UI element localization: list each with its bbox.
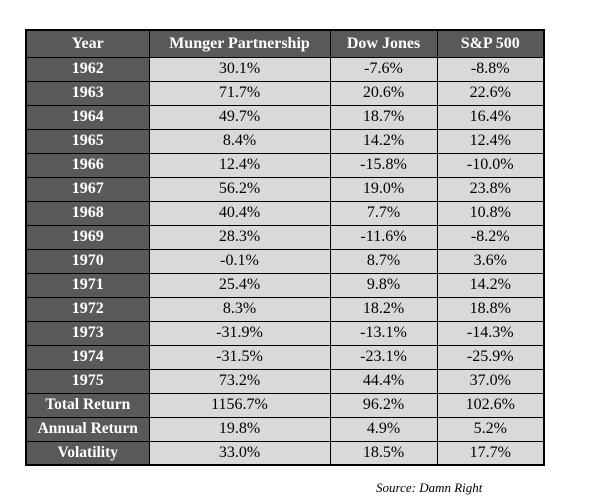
dow-cell: 19.0% [329, 176, 438, 202]
sp-cell: 22.6% [436, 80, 545, 106]
table-row: 1966 12.4% -15.8% -10.0% [25, 152, 545, 178]
table-row: 1974 -31.5% -23.1% -25.9% [25, 344, 545, 370]
munger-cell: 28.3% [148, 224, 331, 250]
sp-cell: 102.6% [436, 392, 545, 418]
munger-cell: 1156.7% [148, 392, 331, 418]
sp-cell: 16.4% [436, 104, 545, 130]
summary-row-total-return: Total Return 1156.7% 96.2% 102.6% [25, 392, 545, 418]
sp-cell: 5.2% [436, 416, 545, 442]
dow-cell: -7.6% [329, 56, 438, 82]
munger-cell: -31.5% [148, 344, 331, 370]
table-body: 1962 30.1% -7.6% -8.8% 1963 71.7% 20.6% … [25, 56, 545, 466]
munger-cell: 25.4% [148, 272, 331, 298]
table-row: 1973 -31.9% -13.1% -14.3% [25, 320, 545, 346]
table-row: 1969 28.3% -11.6% -8.2% [25, 224, 545, 250]
dow-cell: 44.4% [329, 368, 438, 394]
dow-cell: 4.9% [329, 416, 438, 442]
dow-cell: 96.2% [329, 392, 438, 418]
sp-cell: 14.2% [436, 272, 545, 298]
dow-cell: 20.6% [329, 80, 438, 106]
row-label: 1967 [25, 176, 150, 202]
row-label: 1965 [25, 128, 150, 154]
dow-cell: 18.7% [329, 104, 438, 130]
munger-cell: 19.8% [148, 416, 331, 442]
sp-cell: 23.8% [436, 176, 545, 202]
table-row: 1971 25.4% 9.8% 14.2% [25, 272, 545, 298]
dow-cell: 9.8% [329, 272, 438, 298]
sp-cell: 12.4% [436, 128, 545, 154]
table-row: 1965 8.4% 14.2% 12.4% [25, 128, 545, 154]
munger-cell: 56.2% [148, 176, 331, 202]
source-note: Source: Damn Right [376, 480, 483, 495]
munger-cell: 8.3% [148, 296, 331, 322]
munger-cell: 49.7% [148, 104, 331, 130]
row-label: Volatility [25, 440, 150, 466]
dow-cell: -23.1% [329, 344, 438, 370]
row-label: 1964 [25, 104, 150, 130]
dow-cell: 8.7% [329, 248, 438, 274]
row-label: 1973 [25, 320, 150, 346]
row-label: Annual Return [25, 416, 150, 442]
returns-table: Year Munger Partnership Dow Jones S&P 50… [25, 29, 545, 466]
table-header: Year Munger Partnership Dow Jones S&P 50… [25, 29, 545, 58]
dow-cell: 18.2% [329, 296, 438, 322]
dow-cell: 7.7% [329, 200, 438, 226]
sp-cell: -10.0% [436, 152, 545, 178]
dow-cell: -15.8% [329, 152, 438, 178]
table-row: 1963 71.7% 20.6% 22.6% [25, 80, 545, 106]
munger-cell: 40.4% [148, 200, 331, 226]
row-label: 1974 [25, 344, 150, 370]
table-row: 1968 40.4% 7.7% 10.8% [25, 200, 545, 226]
row-label: 1970 [25, 248, 150, 274]
munger-cell: 8.4% [148, 128, 331, 154]
dow-cell: 14.2% [329, 128, 438, 154]
row-label: 1971 [25, 272, 150, 298]
table-row: 1967 56.2% 19.0% 23.8% [25, 176, 545, 202]
dow-cell: 18.5% [329, 440, 438, 466]
munger-cell: 33.0% [148, 440, 331, 466]
row-label: 1972 [25, 296, 150, 322]
sp-cell: -14.3% [436, 320, 545, 346]
column-header-munger-partnership: Munger Partnership [148, 29, 331, 58]
column-header-sp-500: S&P 500 [436, 29, 545, 58]
sp-cell: -25.9% [436, 344, 545, 370]
munger-cell: 12.4% [148, 152, 331, 178]
munger-cell: 30.1% [148, 56, 331, 82]
dow-cell: -13.1% [329, 320, 438, 346]
row-label: 1969 [25, 224, 150, 250]
table-row: 1970 -0.1% 8.7% 3.6% [25, 248, 545, 274]
column-header-dow-jones: Dow Jones [329, 29, 438, 58]
table-row: 1964 49.7% 18.7% 16.4% [25, 104, 545, 130]
table-row: 1975 73.2% 44.4% 37.0% [25, 368, 545, 394]
summary-row-volatility: Volatility 33.0% 18.5% 17.7% [25, 440, 545, 466]
sp-cell: -8.8% [436, 56, 545, 82]
munger-cell: -31.9% [148, 320, 331, 346]
summary-row-annual-return: Annual Return 19.8% 4.9% 5.2% [25, 416, 545, 442]
munger-cell: 71.7% [148, 80, 331, 106]
sp-cell: 37.0% [436, 368, 545, 394]
table-row: 1972 8.3% 18.2% 18.8% [25, 296, 545, 322]
sp-cell: 3.6% [436, 248, 545, 274]
row-label: 1975 [25, 368, 150, 394]
row-label: 1966 [25, 152, 150, 178]
returns-table-container: Year Munger Partnership Dow Jones S&P 50… [25, 29, 545, 466]
munger-cell: -0.1% [148, 248, 331, 274]
row-label: 1968 [25, 200, 150, 226]
row-label: 1963 [25, 80, 150, 106]
row-label: Total Return [25, 392, 150, 418]
munger-cell: 73.2% [148, 368, 331, 394]
column-header-year: Year [25, 29, 150, 58]
sp-cell: 10.8% [436, 200, 545, 226]
table-row: 1962 30.1% -7.6% -8.8% [25, 56, 545, 82]
sp-cell: -8.2% [436, 224, 545, 250]
row-label: 1962 [25, 56, 150, 82]
sp-cell: 17.7% [436, 440, 545, 466]
sp-cell: 18.8% [436, 296, 545, 322]
header-row: Year Munger Partnership Dow Jones S&P 50… [25, 29, 545, 58]
dow-cell: -11.6% [329, 224, 438, 250]
